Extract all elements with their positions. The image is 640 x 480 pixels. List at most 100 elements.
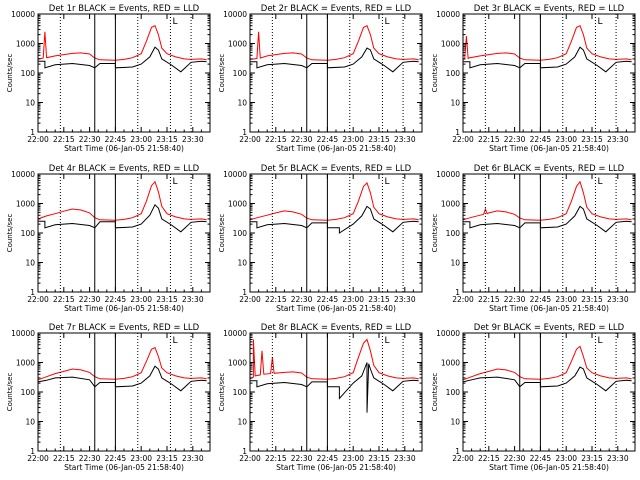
x-tick-label: 22:30 xyxy=(504,454,526,463)
chart-title: Det 8r BLACK = Events, RED = LLD xyxy=(261,323,412,333)
y-tick-label: 100 xyxy=(21,388,36,397)
x-tick-label: 22:30 xyxy=(79,454,101,463)
x-tick-label: 22:15 xyxy=(265,454,287,463)
y-tick-label: 1000 xyxy=(228,359,247,368)
x-tick-label: 22:15 xyxy=(265,295,287,304)
series-line-events xyxy=(38,46,207,73)
chart-panel-1: 1 10 100 1000 10000 22:00 22:15 22:30 22:45 23:00… xyxy=(6,4,211,153)
y-tick-label: 1000 xyxy=(441,359,460,368)
x-tick-label: 22:30 xyxy=(504,135,526,144)
y-axis-label: Counts/sec xyxy=(6,54,14,93)
x-tick-label: 22:30 xyxy=(291,135,313,144)
chart-title: Det 3r BLACK = Events, RED = LLD xyxy=(474,4,625,14)
legend-glyph: L xyxy=(597,17,602,27)
x-tick-label: 22:15 xyxy=(478,295,500,304)
x-tick-label: 23:15 xyxy=(156,454,178,463)
x-tick-label: 22:30 xyxy=(79,295,101,304)
y-tick-label: 100 xyxy=(446,388,461,397)
series-line-lld xyxy=(249,181,419,221)
y-tick-label: 1000 xyxy=(441,200,460,209)
y-axis-label: Counts/sec xyxy=(431,373,439,412)
x-tick-label: 22:15 xyxy=(478,454,500,463)
chart-title: Det 2r BLACK = Events, RED = LLD xyxy=(261,4,412,14)
x-tick-label: 22:45 xyxy=(530,295,552,304)
y-tick-label: 1 xyxy=(242,128,247,137)
series-line-events xyxy=(250,47,419,73)
x-tick-label: 23:15 xyxy=(156,295,178,304)
x-tick-label: 23:15 xyxy=(156,135,178,144)
y-tick-label: 10000 xyxy=(436,329,460,338)
x-tick-label: 23:15 xyxy=(581,454,603,463)
legend-glyph: L xyxy=(172,17,177,27)
series-line-lld xyxy=(462,25,632,61)
x-axis-label: Start Time (06-Jan-05 21:58:40) xyxy=(489,463,609,472)
series-line-events xyxy=(37,365,207,392)
x-tick-label: 22:45 xyxy=(105,135,127,144)
series-line-events xyxy=(250,205,419,234)
x-tick-label: 23:00 xyxy=(555,295,577,304)
x-tick-label: 23:00 xyxy=(342,295,364,304)
x-tick-label: 22:00 xyxy=(27,295,49,304)
y-tick-label: 1000 xyxy=(441,40,460,49)
y-tick-label: 1000 xyxy=(16,359,35,368)
y-tick-label: 100 xyxy=(446,229,461,238)
y-tick-label: 100 xyxy=(446,69,461,78)
chart-panel-3: 1 10 100 1000 10000 22:00 22:15 22:30 22:45 23:00… xyxy=(431,4,636,153)
x-tick-label: 23:15 xyxy=(368,295,390,304)
y-tick-label: 1 xyxy=(30,128,35,137)
y-tick-label: 10000 xyxy=(11,170,35,179)
x-tick-label: 23:30 xyxy=(182,454,204,463)
y-tick-label: 100 xyxy=(233,69,248,78)
y-tick-label: 1 xyxy=(455,288,460,297)
series-line-events xyxy=(463,46,632,73)
x-tick-label: 23:30 xyxy=(607,454,629,463)
x-tick-label: 23:00 xyxy=(555,135,577,144)
x-tick-label: 23:30 xyxy=(607,135,629,144)
y-tick-label: 1 xyxy=(455,447,460,456)
x-tick-label: 22:45 xyxy=(105,295,127,304)
chart-title: Det 1r BLACK = Events, RED = LLD xyxy=(49,4,200,14)
y-tick-label: 10000 xyxy=(223,10,247,19)
x-tick-label: 22:45 xyxy=(317,135,339,144)
x-tick-label: 23:00 xyxy=(130,295,152,304)
y-tick-label: 1000 xyxy=(16,40,35,49)
x-axis-label: Start Time (06-Jan-05 21:58:40) xyxy=(64,304,184,313)
x-tick-label: 23:00 xyxy=(555,454,577,463)
y-tick-label: 100 xyxy=(233,388,248,397)
y-tick-label: 100 xyxy=(233,229,248,238)
x-tick-label: 23:30 xyxy=(394,135,416,144)
y-tick-label: 10 xyxy=(25,99,35,108)
y-tick-label: 1 xyxy=(242,447,247,456)
y-axis-label: Counts/sec xyxy=(431,214,439,253)
x-tick-label: 23:30 xyxy=(394,454,416,463)
y-tick-label: 10 xyxy=(450,259,460,268)
y-tick-label: 10 xyxy=(450,99,460,108)
y-axis-label: Counts/sec xyxy=(218,214,226,253)
chart-title: Det 7r BLACK = Events, RED = LLD xyxy=(49,323,200,333)
series-line-lld xyxy=(462,345,632,381)
y-tick-label: 10000 xyxy=(223,329,247,338)
x-tick-label: 23:15 xyxy=(581,295,603,304)
x-tick-label: 23:30 xyxy=(182,135,204,144)
y-tick-label: 1 xyxy=(242,288,247,297)
chart-title: Det 5r BLACK = Events, RED = LLD xyxy=(261,164,412,174)
y-tick-label: 10000 xyxy=(11,329,35,338)
y-tick-label: 10 xyxy=(25,259,35,268)
x-tick-label: 22:00 xyxy=(452,135,474,144)
x-tick-label: 22:15 xyxy=(478,135,500,144)
x-tick-label: 22:45 xyxy=(317,295,339,304)
chart-panel-9: 1 10 100 1000 10000 22:00 22:15 22:30 22:45 23:00… xyxy=(431,323,636,472)
legend-glyph: L xyxy=(597,177,602,187)
legend-glyph: L xyxy=(384,336,389,346)
y-tick-label: 1000 xyxy=(228,40,247,49)
x-tick-label: 22:45 xyxy=(530,454,552,463)
x-tick-label: 22:15 xyxy=(53,135,75,144)
x-tick-label: 22:15 xyxy=(265,135,287,144)
x-tick-label: 22:45 xyxy=(105,454,127,463)
series-line-lld xyxy=(37,346,207,381)
y-tick-label: 10 xyxy=(450,418,460,427)
y-tick-label: 1000 xyxy=(228,200,247,209)
legend-glyph: L xyxy=(384,17,389,27)
x-axis-label: Start Time (06-Jan-05 21:58:40) xyxy=(64,144,184,153)
series-line-lld xyxy=(249,338,419,380)
